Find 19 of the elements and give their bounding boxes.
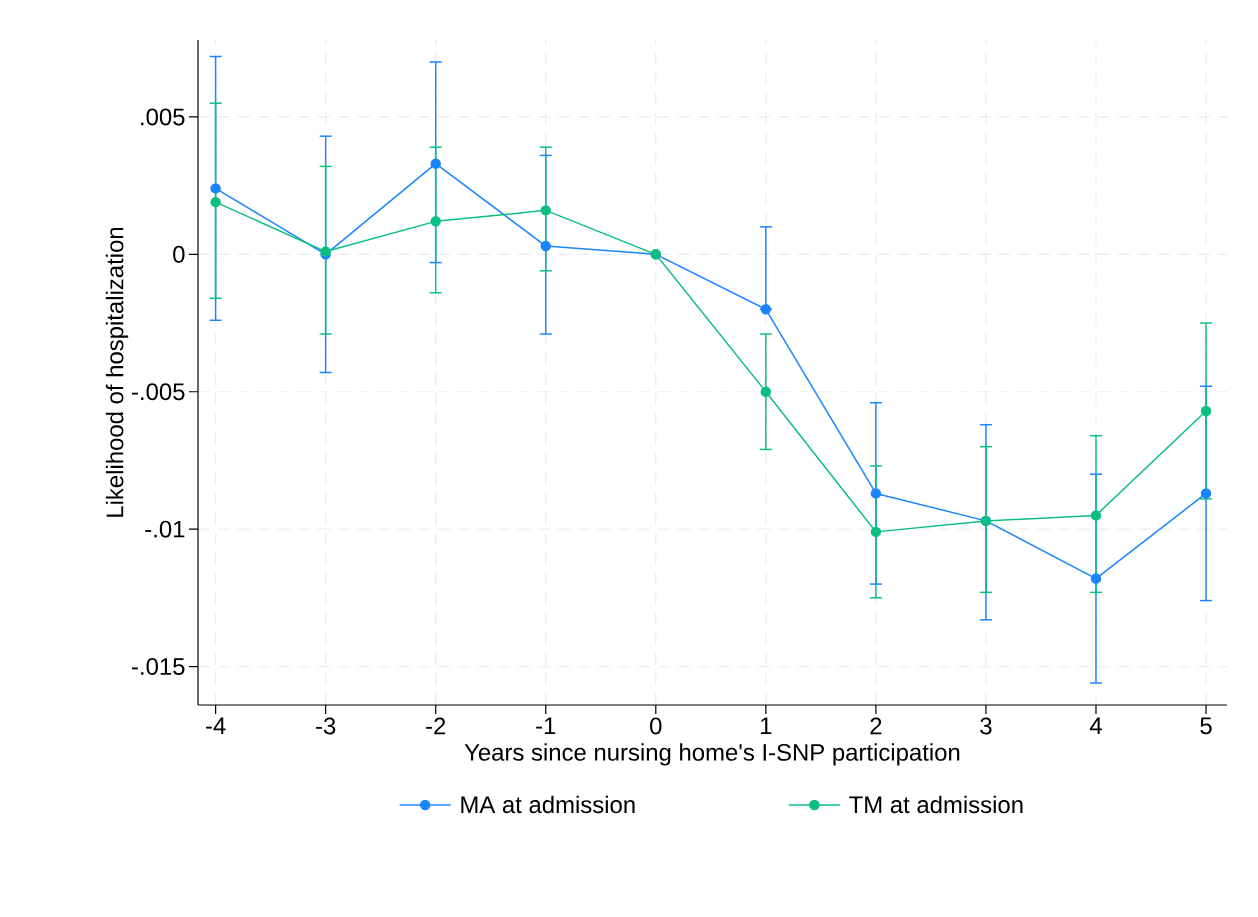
y-tick-label: .005 [141,108,185,126]
y-tick-label: -.01 [145,520,185,538]
legend-label: MA at admission [461,795,635,814]
y-tick-label: 0 [173,245,185,263]
x-tick-label: 5 [1200,717,1212,735]
x-tick-label: 2 [870,717,882,735]
y-tick-label: -.015 [132,658,185,675]
legend-label: TM at admission [849,795,1023,814]
x-axis-title: Years since nursing home's I-SNP participation [464,743,960,766]
x-tick-label: 1 [761,717,772,734]
x-tick-label: 4 [1089,717,1102,734]
y-tick-label: -.005 [132,383,185,401]
x-tick-label: 3 [980,717,992,735]
x-tick-label: -4 [206,717,226,734]
x-tick-label: -1 [536,717,556,734]
y-axis-title: Likelihood of hospitalization [105,227,129,517]
x-tick-label: 0 [650,717,662,735]
x-tick-label: -3 [316,717,336,735]
x-tick-label: -2 [426,717,446,735]
